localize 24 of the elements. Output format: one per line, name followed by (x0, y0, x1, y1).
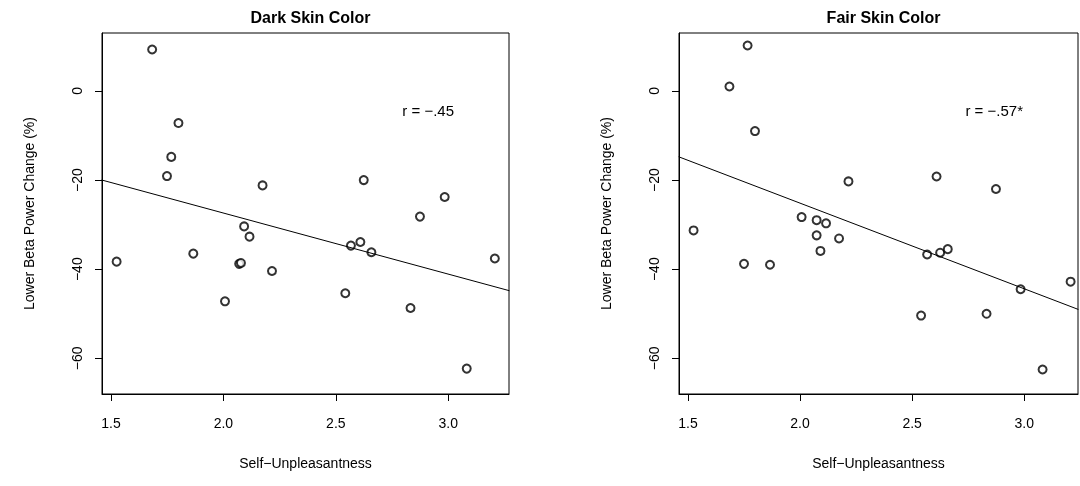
x-tick-label: 2.0 (790, 415, 810, 431)
chart-title: Fair Skin Color (826, 8, 941, 26)
x-tick-label: 3.0 (1014, 415, 1035, 431)
x-axis-title: Self−Unpleasantness (239, 455, 372, 471)
y-tick-label: −20 (646, 167, 662, 192)
y-tick-label: −60 (646, 346, 662, 371)
y-tick-label: 0 (69, 86, 85, 95)
x-tick-label: 1.5 (101, 415, 121, 431)
x-tick-label: 2.5 (902, 415, 923, 431)
y-tick-label: −20 (69, 167, 85, 192)
y-tick-label: 0 (646, 86, 662, 95)
annotation: r = −.57* (965, 102, 1024, 119)
x-axis-title: Self−Unpleasantness (812, 455, 945, 471)
y-axis-title: Lower Beta Power Change (%) (21, 117, 37, 310)
chart-title: Dark Skin Color (250, 8, 371, 26)
y-tick-label: −40 (646, 257, 662, 282)
y-tick-label: −60 (69, 346, 85, 371)
x-tick-label: 2.0 (213, 415, 234, 431)
x-tick-label: 1.5 (678, 415, 698, 431)
x-tick-label: 2.5 (326, 415, 346, 431)
y-tick-label: −40 (69, 257, 85, 282)
x-tick-label: 3.0 (438, 415, 459, 431)
annotation: r = −.45 (402, 102, 454, 119)
y-axis-title: Lower Beta Power Change (%) (598, 117, 614, 310)
